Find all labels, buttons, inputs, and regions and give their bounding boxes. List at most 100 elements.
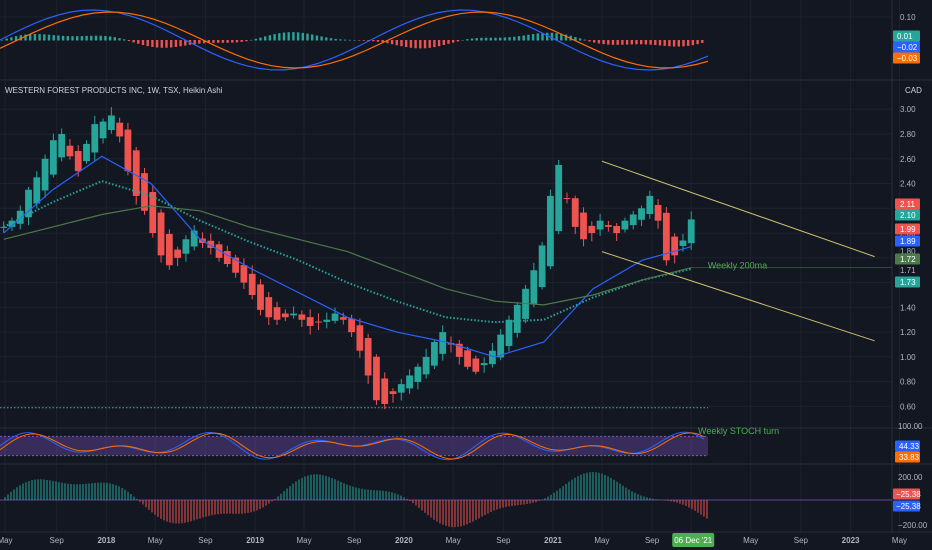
candle-body bbox=[563, 198, 571, 200]
cci-label-badge bbox=[893, 500, 920, 512]
candle-body bbox=[58, 134, 66, 158]
cci-pane[interactable] bbox=[0, 472, 892, 528]
candle-body bbox=[422, 356, 430, 375]
candle-body bbox=[671, 236, 679, 256]
price-label-badge bbox=[895, 209, 920, 221]
time-tick-label: 2019 bbox=[246, 536, 264, 545]
price-tick-label: 0.60 bbox=[900, 402, 916, 411]
price-label-text: 2.11 bbox=[900, 200, 916, 209]
time-axis[interactable]: May Sep 2018 May Sep 2019 May Sep 2020 May Sep 2021… bbox=[0, 533, 907, 547]
candle-body bbox=[662, 212, 670, 261]
grid bbox=[0, 0, 932, 533]
candle-body bbox=[629, 214, 637, 226]
candle-body bbox=[546, 195, 554, 267]
time-tick-label: Sep bbox=[50, 536, 65, 545]
candle-body bbox=[381, 378, 389, 404]
candle-body bbox=[414, 366, 422, 382]
price-label-text: 1.71 bbox=[900, 266, 916, 275]
candle-body bbox=[480, 363, 488, 366]
candle-body bbox=[265, 297, 273, 318]
stoch-label-text: 44.33 bbox=[899, 442, 920, 451]
time-cursor-badge bbox=[672, 533, 715, 547]
stoch-label-badge bbox=[895, 440, 920, 452]
candle-body bbox=[339, 317, 347, 320]
candle-body bbox=[505, 319, 513, 347]
moving-average-line bbox=[3, 205, 692, 306]
macd-label-text: −0.02 bbox=[897, 43, 918, 52]
cci-label-text: −25.38 bbox=[896, 490, 921, 499]
candle-body bbox=[182, 239, 190, 254]
candle-body bbox=[513, 304, 521, 333]
candle-body bbox=[190, 230, 198, 247]
candle-body bbox=[464, 350, 471, 367]
candle-body bbox=[555, 164, 563, 232]
price-tick-label: 1.00 bbox=[900, 353, 916, 362]
candle-body bbox=[455, 343, 463, 357]
time-tick-label: Sep bbox=[794, 536, 809, 545]
candle-body bbox=[16, 210, 24, 224]
macd-label-text: 0.01 bbox=[897, 32, 913, 41]
candle-body bbox=[489, 350, 496, 365]
time-tick-label: May bbox=[892, 536, 907, 545]
time-tick-label: 2018 bbox=[97, 536, 115, 545]
candle-body bbox=[646, 195, 654, 215]
candle-body bbox=[124, 129, 132, 172]
macd-label-badge bbox=[893, 52, 920, 64]
candle-body bbox=[149, 191, 157, 234]
price-tick-label: 3.00 bbox=[900, 105, 916, 114]
moving-average-line bbox=[3, 180, 692, 324]
price-label-badge bbox=[895, 235, 920, 247]
signal-line bbox=[0, 11, 709, 69]
price-label-badge bbox=[895, 253, 920, 265]
candle-body bbox=[165, 233, 173, 266]
price-tick-label: 0.80 bbox=[900, 378, 916, 387]
price-label-text: 1.73 bbox=[900, 278, 916, 287]
time-tick-label: Sep bbox=[496, 536, 511, 545]
currency-label: CAD bbox=[905, 86, 922, 95]
candle-body bbox=[654, 204, 662, 221]
channel-lower-line bbox=[601, 251, 875, 342]
price-label-text: 1.72 bbox=[900, 255, 916, 264]
time-tick-label: Sep bbox=[198, 536, 213, 545]
candle-body bbox=[25, 189, 32, 218]
time-tick-label: May bbox=[594, 536, 609, 545]
moving-average-line bbox=[3, 155, 692, 358]
macd-pane[interactable] bbox=[0, 9, 709, 71]
time-tick-label: May bbox=[446, 536, 461, 545]
candle-body bbox=[638, 208, 645, 220]
time-tick-label: May bbox=[296, 536, 311, 545]
candle-body bbox=[240, 265, 248, 283]
price-axis[interactable]: 0.600.801.001.201.401.601.802.002.202.40… bbox=[893, 13, 928, 530]
candle-body bbox=[132, 150, 140, 196]
time-tick-label: 2020 bbox=[395, 536, 413, 545]
stoch-annotation: Weekly STOCH turn bbox=[698, 426, 779, 436]
candle-body bbox=[66, 145, 74, 157]
stoch-tick-label: 100.00 bbox=[898, 422, 923, 431]
candle-body bbox=[439, 332, 447, 354]
candle-body bbox=[472, 358, 480, 372]
candle-body bbox=[588, 225, 596, 234]
candle-body bbox=[248, 273, 256, 295]
candle-body bbox=[107, 115, 115, 130]
candle-body bbox=[497, 334, 505, 358]
candle-body bbox=[290, 313, 297, 316]
price-label-text: 2.10 bbox=[900, 211, 916, 220]
time-tick-label: 06 Dec '21 bbox=[674, 536, 713, 545]
cci-label-text: −25.38 bbox=[896, 502, 921, 511]
stoch-pane[interactable]: Weekly STOCH turn bbox=[0, 426, 779, 461]
macd-label-badge bbox=[893, 41, 920, 53]
time-tick-label: May bbox=[148, 536, 163, 545]
macd-label-badge bbox=[893, 30, 920, 42]
time-tick-label: May bbox=[0, 536, 13, 545]
macd-tick-label: 0.10 bbox=[900, 13, 916, 22]
candle-body bbox=[373, 356, 380, 401]
candle-body bbox=[223, 251, 231, 265]
price-label-text: 1.99 bbox=[900, 225, 916, 234]
cci-tick-label: 200.00 bbox=[898, 473, 923, 482]
candle-body bbox=[157, 212, 165, 256]
price-label-badge bbox=[895, 276, 920, 288]
time-tick-label: May bbox=[743, 536, 758, 545]
price-pane[interactable]: Weekly 200ma bbox=[0, 107, 892, 410]
